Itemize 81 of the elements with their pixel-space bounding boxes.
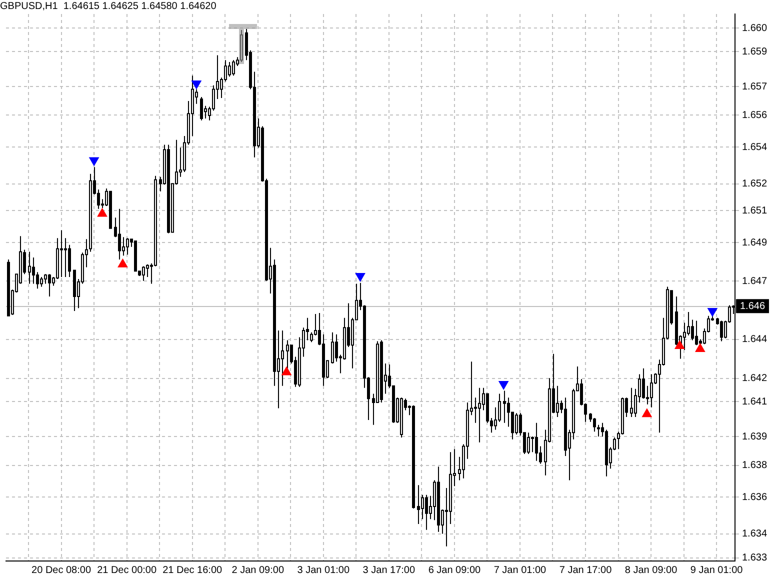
candlestick — [650, 374, 653, 408]
y-tick-label: 1.649 — [742, 237, 768, 248]
candlestick — [630, 387, 633, 418]
candlestick — [32, 257, 35, 284]
point — [674, 340, 685, 350]
candlestick — [286, 340, 289, 369]
candlestick — [691, 319, 694, 341]
point — [97, 208, 108, 217]
candlestick — [531, 436, 534, 453]
candlestick — [421, 494, 424, 520]
candlestick — [44, 274, 47, 284]
candlestick — [720, 320, 723, 342]
candlestick — [683, 322, 686, 350]
point — [642, 408, 652, 418]
candlestick — [695, 320, 698, 346]
x-tick-label: 2 Jan 09:00 — [232, 564, 284, 576]
x-tick-label: 7 Jan 01:00 — [494, 564, 547, 576]
y-tick-label: 1.656 — [742, 110, 768, 121]
candlestick — [597, 424, 600, 438]
x-tick-label: 7 Jan 17:00 — [559, 564, 612, 576]
y-tick-label: 1.636 — [742, 492, 768, 503]
y-tick-label: 1.634 — [742, 528, 768, 540]
candlestick — [40, 276, 43, 288]
x-tick-label: 3 Jan 17:00 — [362, 564, 416, 576]
candlestick — [556, 385, 559, 418]
candlestick — [142, 266, 145, 282]
candlestick — [48, 274, 51, 297]
candlestick — [28, 251, 31, 284]
point — [282, 366, 292, 376]
candlestick — [474, 397, 477, 424]
point — [89, 157, 99, 166]
candlestick — [310, 332, 313, 343]
x-tick-label: 21 Dec 00:00 — [97, 564, 157, 576]
candlestick — [593, 418, 596, 432]
chart-title: GBPUSD,H1 1.64615 1.64625 1.64580 1.64620 — [0, 0, 217, 12]
y-tick-label: 1.651 — [742, 205, 768, 216]
x-tick-label: 8 Jan 09:00 — [624, 564, 678, 576]
candlestick — [687, 312, 690, 336]
y-tick-label: 1.659 — [742, 46, 768, 58]
x-tick-label: 3 Jan 01:00 — [297, 564, 350, 576]
x-tick-label: 9 Jan 01:00 — [690, 564, 744, 576]
y-tick-label: 1.644 — [742, 334, 768, 346]
y-tick-label: 1.639 — [742, 431, 768, 442]
point — [695, 343, 705, 352]
candlestick — [478, 387, 481, 443]
candlestick — [122, 236, 125, 256]
x-tick-label: 20 Dec 08:00 — [32, 564, 92, 576]
y-tick-label: 1.642 — [742, 373, 768, 384]
candlestick — [232, 60, 235, 76]
y-tick-label: 1.652 — [742, 178, 768, 190]
y-tick-label: 1.641 — [742, 396, 768, 408]
x-tick-label: 6 Jan 09:00 — [428, 564, 482, 576]
candlestick — [642, 368, 645, 400]
candlestick — [64, 238, 67, 278]
candlestick — [515, 412, 518, 436]
candlestick — [146, 264, 149, 278]
candlestick — [126, 238, 129, 256]
candlestick — [535, 422, 538, 462]
y-tick-label: 1.660 — [742, 22, 768, 34]
candlestick — [281, 330, 284, 386]
y-tick-label: 1.657 — [742, 81, 768, 92]
candlestick — [417, 484, 420, 525]
candlestick — [503, 390, 506, 424]
point — [118, 258, 128, 268]
candlestick — [228, 62, 231, 78]
y-tick-label: 1.633 — [742, 552, 768, 564]
y-tick-label: 1.638 — [742, 460, 768, 472]
candlestick — [527, 432, 530, 455]
candlestick — [68, 244, 71, 278]
candlestick — [60, 230, 63, 278]
candlestick — [200, 96, 203, 121]
x-tick-label: 21 Dec 16:00 — [162, 564, 223, 576]
point — [192, 80, 202, 89]
candlestick — [498, 393, 501, 422]
candlestick — [331, 332, 334, 364]
y-tick-label: 1.654 — [742, 142, 768, 153]
y-tick-label: 1.647 — [742, 276, 768, 287]
candlestick — [118, 208, 121, 260]
candlestick — [425, 494, 428, 530]
candlestick — [335, 334, 338, 362]
ref-line-label: 1.646 — [740, 300, 766, 312]
